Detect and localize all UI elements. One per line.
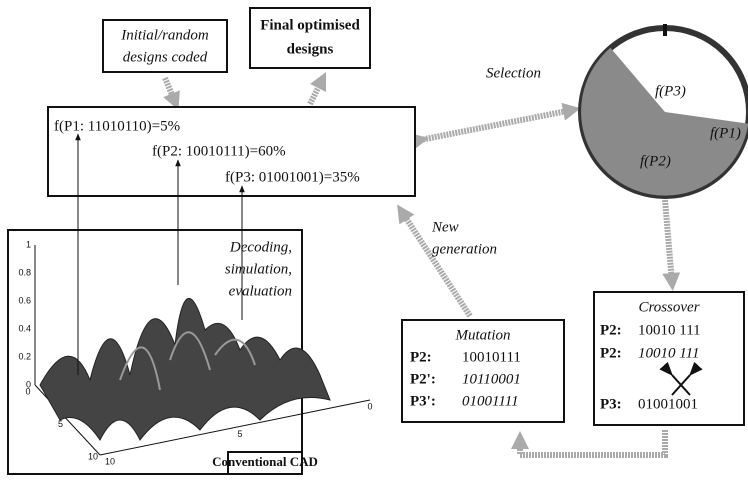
flow-arrows <box>162 71 681 458</box>
row-code: 01001111 <box>462 393 519 409</box>
fitness-box <box>47 106 416 197</box>
decoding-text: evaluation <box>229 283 292 299</box>
cad-label: Conventional CAD <box>212 454 318 469</box>
row-label: P2': <box>410 371 436 387</box>
z-tick-label: 0.6 <box>18 295 31 305</box>
z-tick-label: 1 <box>26 239 31 249</box>
new-gen: generation <box>432 241 497 257</box>
row-label: P2: <box>600 345 622 361</box>
z-tick-label: 0.8 <box>18 267 31 277</box>
surface-plot <box>34 245 371 456</box>
row-code: 10110001 <box>462 371 521 387</box>
row-code: 10010 111 <box>638 322 701 338</box>
fitness: f(P1: 11010110)=5% <box>54 118 180 134</box>
mutation-box <box>401 319 565 423</box>
decoding-text: Decoding, <box>229 239 292 255</box>
swap-arrow <box>671 361 703 396</box>
initial-box <box>102 19 228 73</box>
fitness: f(P2: 10010111)=60% <box>152 143 286 159</box>
final-text: designs <box>287 41 334 57</box>
fitness: f(P3: 01001001)=35% <box>225 169 360 185</box>
initial-text: designs coded <box>123 49 208 65</box>
pie-label: f(P1) <box>710 125 741 141</box>
z-tick-label: 0 <box>26 379 31 389</box>
row-code: 10010111 <box>462 349 521 365</box>
roulette-wheel <box>578 24 748 199</box>
selection-label: Selection <box>486 65 541 81</box>
y-tick-label: 10 <box>105 456 115 466</box>
z-tick-label: 0.2 <box>18 351 31 361</box>
row-label: P3': <box>410 393 436 409</box>
row-label: P2: <box>600 322 622 338</box>
eval-arrows <box>75 133 245 375</box>
pie-label: f(P2) <box>640 153 671 169</box>
row-code: 01001001 <box>638 396 698 412</box>
x-tick-label: 0 <box>25 386 30 396</box>
x-tick-label: 5 <box>58 419 63 429</box>
y-tick-label: 0 <box>367 401 372 411</box>
decoding-text: simulation, <box>225 261 292 277</box>
initial-text: Initial/random <box>120 27 209 43</box>
row-label: P3: <box>600 396 622 412</box>
row-label: P2: <box>410 349 432 365</box>
mutation-title: Mutation <box>455 327 511 343</box>
z-tick-label: 0.4 <box>18 323 31 333</box>
pie-label: f(P3) <box>655 83 686 99</box>
crossover-title: Crossover <box>638 299 699 315</box>
cad-box <box>227 451 303 475</box>
final-box <box>249 7 371 69</box>
new-gen: New <box>431 219 459 235</box>
y-tick-label: 5 <box>237 429 242 439</box>
crossover-box <box>593 291 745 426</box>
final-text: Final optimised <box>260 17 360 33</box>
row-code: 10010 111 <box>638 345 700 361</box>
x-tick-label: 10 <box>88 451 98 461</box>
